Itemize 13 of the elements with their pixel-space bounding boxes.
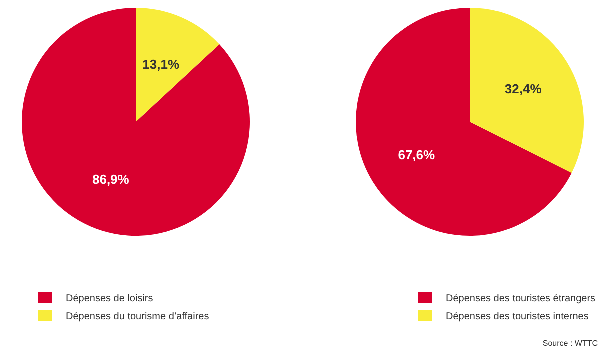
pie-slice (22, 8, 250, 236)
source-note: Source : WTTC (542, 339, 598, 348)
data-label: 67,6% (398, 147, 436, 162)
pie-slice (356, 8, 572, 236)
pie-slice (136, 8, 220, 122)
data-label: 32,4% (504, 82, 542, 97)
legend-label: Dépenses des touristes internes (446, 312, 589, 322)
legend-label: Dépenses des touristes étrangers (446, 294, 596, 304)
data-label: 86,9% (92, 172, 130, 188)
pie-slice (470, 8, 584, 174)
legend-label: Dépenses du tourisme d’affaires (66, 312, 210, 322)
data-label: 13,1% (142, 57, 180, 72)
legend-label: Dépenses de loisirs (66, 294, 154, 304)
